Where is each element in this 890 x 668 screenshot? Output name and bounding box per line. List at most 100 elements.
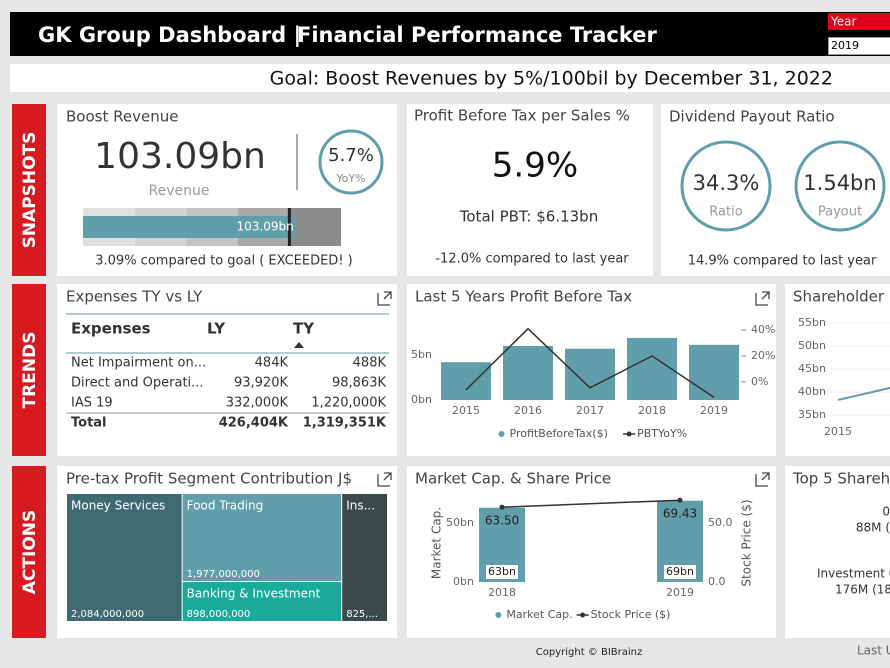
y-tick-label: 40bn (798, 385, 826, 398)
expand-icon[interactable] (755, 472, 770, 487)
card-title: Pre-tax Profit Segment Contribution J$ (66, 470, 352, 488)
card (57, 284, 397, 456)
data-label-bg (664, 565, 696, 579)
y-tick-label: 0bn (411, 393, 432, 406)
kpi-note: 3.09% compared to goal ( EXCEEDED! ) (95, 254, 353, 269)
table-total: 426,404K (219, 416, 289, 431)
table-cell: Direct and Operati... (71, 376, 204, 391)
tile-value: 825,... (346, 609, 378, 620)
sort-indicator[interactable] (294, 342, 304, 348)
card-title: Boost Revenue (66, 108, 178, 126)
shareholder-label: Investment C (817, 567, 890, 581)
section-label: TRENDS (20, 332, 40, 409)
column-header: Expenses (71, 320, 151, 338)
data-label-bg (486, 565, 518, 579)
footer-updated: Last U (857, 644, 890, 658)
table-cell: IAS 19 (71, 396, 113, 411)
slicer-label: Year (830, 15, 856, 29)
kpi-value: 34.3% (693, 171, 760, 195)
bullet-label: 103.09bn (237, 220, 294, 234)
expand-icon[interactable] (377, 472, 392, 487)
section-tab (12, 466, 46, 638)
card-title: Profit Before Tax per Sales % (414, 107, 630, 125)
shareholder-label: 0 (882, 505, 890, 519)
section-tab (12, 284, 46, 456)
tile-label: Banking & Investment (187, 587, 321, 601)
section-tab (12, 104, 46, 276)
legend-swatch (580, 612, 586, 618)
x-tick-label: 2019 (666, 586, 694, 599)
x-tick-label: 2018 (488, 586, 516, 599)
header-title: GK Group Dashboard | (38, 23, 301, 48)
shareholder-label: 176M (18. (835, 583, 890, 597)
card-title: Dividend Payout Ratio (669, 108, 835, 126)
y2-tick-label: 20% (751, 349, 775, 362)
card-title: Shareholder Ec (793, 288, 890, 306)
kpi-total: Total PBT: $6.13bn (459, 208, 598, 226)
y-axis-title: Market Cap. (430, 507, 444, 579)
kpi-value: 103.09bn (94, 136, 266, 177)
yoy-value: 5.7% (328, 145, 374, 166)
x-tick-label: 2018 (638, 404, 666, 417)
card (661, 104, 890, 276)
card-title: Expenses TY vs LY (66, 288, 203, 306)
bar (565, 348, 615, 400)
x-tick-label: 2015 (452, 404, 480, 417)
table-cell: Net Impairment on... (71, 356, 206, 371)
table-cell: 1,220,000K (311, 396, 386, 411)
tile-label: Ins... (346, 499, 375, 513)
y-tick-label: 35bn (798, 408, 826, 421)
header-bar (10, 12, 890, 56)
slicer-value[interactable]: 2019 (831, 39, 859, 52)
data-label: 63bn (488, 565, 516, 578)
column-header: LY (207, 320, 226, 338)
x-tick-label: 2017 (576, 404, 604, 417)
card (407, 466, 776, 638)
equity-chart: 35bn 40bn 45bn 50bn 55bn 2015 (798, 316, 890, 438)
treemap-tile (342, 494, 387, 621)
table-cell: 98,863K (332, 376, 386, 391)
line-marker (677, 497, 683, 503)
data-label: 69.43 (663, 507, 697, 521)
x-tick-label: 2015 (824, 425, 852, 438)
kpi-note: 14.9% compared to last year (688, 254, 877, 269)
card (785, 284, 890, 456)
y2-tick-label: 40% (751, 323, 775, 336)
y-tick-label: 50bn (798, 339, 826, 352)
data-label: 63.50 (485, 514, 519, 528)
line (501, 499, 681, 508)
line (465, 327, 715, 399)
data-label: 69bn (666, 565, 694, 578)
table-cell: 93,920K (234, 376, 288, 391)
shareholder-label: 88M ( (856, 521, 890, 535)
expand-icon[interactable] (377, 291, 392, 306)
tile-label: Food Trading (187, 499, 264, 513)
expand-icon[interactable] (755, 291, 770, 306)
section-label: ACTIONS (20, 510, 40, 594)
table-cell: 484K (255, 356, 289, 371)
y2-tick-label: 0% (751, 375, 768, 388)
card-title: Top 5 Shareho (792, 470, 890, 488)
card-title: Market Cap. & Share Price (415, 470, 611, 488)
card (407, 104, 653, 276)
goal-text: Goal: Boost Revenues by 5%/100bil by Dec… (270, 68, 833, 90)
tile-value: 1,977,000,000 (187, 569, 260, 580)
treemap-tile (182, 494, 342, 582)
tile-value: 898,000,000 (187, 609, 251, 620)
treemap-tile (182, 582, 342, 621)
header-subtitle: Financial Performance Tracker (297, 23, 657, 47)
y-tick-label: 55bn (798, 316, 826, 329)
y2-tick-label: 0.0 (708, 575, 726, 588)
legend-label: PBTYoY% (637, 427, 687, 440)
kpi-ring (680, 140, 772, 232)
treemap-tile (67, 494, 182, 621)
slicer-box[interactable] (828, 37, 890, 55)
y2-tick-label: 50.0 (708, 516, 733, 529)
bar (441, 362, 491, 400)
slicer-header (828, 13, 890, 30)
tile-label: Money Services (71, 499, 165, 513)
kpi-value: 5.9% (492, 146, 578, 186)
line (837, 386, 890, 401)
